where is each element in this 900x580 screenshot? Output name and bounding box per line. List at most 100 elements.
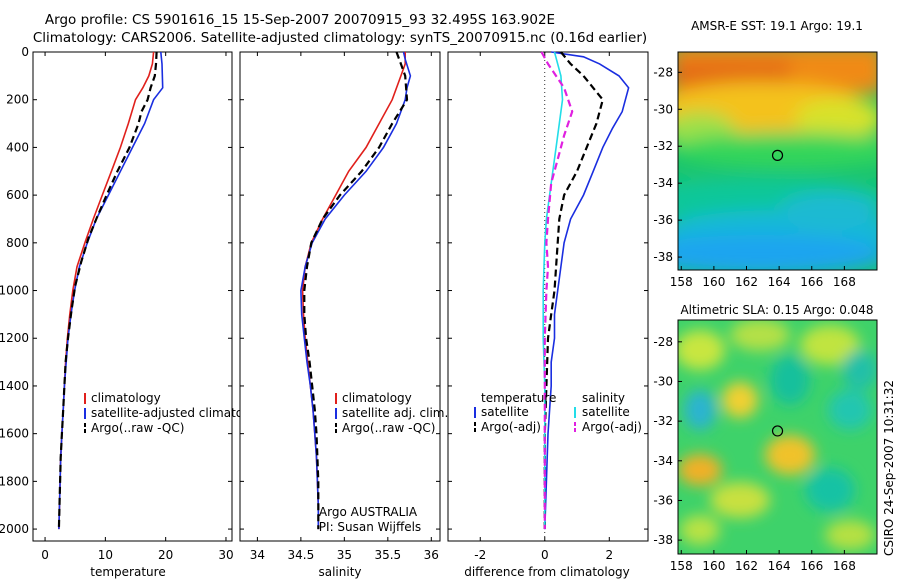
- sst-y-axis: -28 -30 -32 -34 -36 -38: [653, 65, 682, 264]
- legend-label-salinity-satellite: satellite: [582, 405, 630, 419]
- temperature-plot-frame: [32, 51, 233, 542]
- sla-x-axis: 158 160 162 164 166 168: [670, 550, 856, 573]
- header-line-1: Argo profile: CS 5901616_15 15-Sep-2007 …: [45, 12, 555, 28]
- salinity-panel: 34 34.5 35 35.5 36 salinity climatology sate…: [239, 51, 448, 579]
- difference-x-label: difference from climatology: [464, 565, 630, 579]
- temperature-legend: climatology satellite-adjusted climatolo…: [84, 391, 269, 435]
- sst-x-axis: 158 160 162 164 166 168: [670, 266, 856, 289]
- map-lat-tick-label: -32: [653, 139, 673, 153]
- sst-map-frame: [677, 51, 878, 271]
- map-lon-tick-label: 164: [768, 275, 791, 289]
- legend-label-salinity-argo: Argo(-adj): [582, 420, 642, 434]
- map-lat-tick-label: -36: [653, 493, 673, 507]
- header-line-2: Climatology: CARS2006. Satellite-adjuste…: [33, 30, 647, 46]
- map-lat-tick-label: -38: [653, 250, 673, 264]
- credit-timestamp: CSIRO 24-Sep-2007 10:31:32: [882, 380, 896, 556]
- argo-program-annotation: Argo AUSTRALIA: [319, 505, 418, 519]
- map-lon-tick-label: 158: [670, 559, 693, 573]
- difference-panel: -2 0 2 difference from climatology tempera…: [447, 51, 649, 579]
- legend-label-temperature-satellite: satellite: [481, 405, 529, 419]
- x-tick-label: 0: [541, 548, 549, 562]
- depth-tick-label: 400: [6, 140, 29, 154]
- map-lon-tick-label: 166: [800, 275, 823, 289]
- depth-tick-label: 600: [6, 188, 29, 202]
- temperature-panel: 0 200 400 600 800 1000 1200 1400 1600 1800 2000 0 1…: [0, 45, 269, 579]
- x-tick-label: 34: [250, 548, 265, 562]
- map-lon-tick-label: 168: [833, 275, 856, 289]
- sla-field: [678, 320, 877, 554]
- x-tick-label: 35: [337, 548, 352, 562]
- legend-title-salinity: salinity: [582, 391, 625, 405]
- map-lat-tick-label: -34: [653, 454, 673, 468]
- legend-label-argo: Argo(..raw -QC): [91, 421, 184, 435]
- temperature-series: [57, 51, 164, 530]
- x-tick-label: 30: [218, 548, 233, 562]
- map-lat-tick-label: -32: [653, 414, 673, 428]
- legend-label-argo: Argo(..raw -QC): [342, 421, 435, 435]
- sst-map-panel: AMSR-E SST: 19.1 Argo: 19.1 158 1: [653, 19, 878, 289]
- map-lat-tick-label: -28: [653, 65, 673, 79]
- map-lat-tick-label: -34: [653, 176, 673, 190]
- depth-tick-label: 0: [21, 45, 29, 59]
- salinity-series: [300, 51, 412, 530]
- difference-y-ticks: [448, 51, 648, 530]
- salinity-legend: climatology satellite adj. clim. Argo(..…: [335, 391, 448, 435]
- map-lon-tick-label: 162: [735, 275, 758, 289]
- x-tick-label: 35.5: [374, 548, 401, 562]
- salinity-y-ticks: [240, 51, 440, 530]
- temperature-argo-raw-qc--line: [57, 51, 158, 530]
- sla-map-panel: Altimetric SLA: 0.15 Argo: 0.048 1: [653, 303, 878, 573]
- salinity-argo-raw-qc--line: [303, 51, 409, 530]
- legend-label-satellite: satellite-adjusted climatology: [91, 406, 269, 420]
- sst-field: [678, 52, 877, 270]
- depth-tick-label: 1600: [0, 427, 29, 441]
- difference-plot-frame: [447, 51, 649, 542]
- depth-tick-label: 2000: [0, 522, 29, 536]
- sla-map-frame: [677, 319, 878, 555]
- depth-tick-label: 200: [6, 93, 29, 107]
- x-tick-label: -2: [474, 548, 486, 562]
- sst-argo-position-marker: [771, 149, 784, 161]
- sst-map-title: AMSR-E SST: 19.1 Argo: 19.1: [691, 19, 863, 33]
- sla-map-title: Altimetric SLA: 0.15 Argo: 0.048: [680, 303, 873, 317]
- pi-annotation: PI: Susan Wijffels: [319, 520, 421, 534]
- depth-tick-label: 1000: [0, 284, 29, 298]
- map-lat-tick-label: -30: [653, 374, 673, 388]
- salinity-x-label: salinity: [318, 565, 361, 579]
- map-lon-tick-label: 162: [735, 559, 758, 573]
- map-lat-tick-label: -36: [653, 213, 673, 227]
- depth-tick-label: 1400: [0, 379, 29, 393]
- x-tick-label: 20: [158, 548, 173, 562]
- legend-label-climatology: climatology: [342, 391, 412, 405]
- legend-label-satellite: satellite adj. clim.: [342, 406, 448, 420]
- map-lon-tick-label: 164: [768, 559, 791, 573]
- x-tick-label: 10: [98, 548, 113, 562]
- difference-temperature-satellite-line: [544, 51, 630, 530]
- map-lon-tick-label: 158: [670, 275, 693, 289]
- x-tick-label: 36: [424, 548, 439, 562]
- legend-title-temperature: temperature: [481, 391, 556, 405]
- depth-tick-label: 800: [6, 236, 29, 250]
- map-lat-tick-label: -30: [653, 102, 673, 116]
- depth-tick-label: 1800: [0, 474, 29, 488]
- depth-tick-label: 1200: [0, 331, 29, 345]
- sla-y-axis: -28 -30 -32 -34 -36 -38: [653, 335, 682, 547]
- legend-label-temperature-argo: Argo(-adj): [481, 420, 541, 434]
- map-lat-tick-label: -28: [653, 335, 673, 349]
- salinity-x-axis: 34 34.5 35 35.5 36: [250, 52, 439, 562]
- salinity-plot-frame: [239, 51, 441, 542]
- map-lon-tick-label: 168: [833, 559, 856, 573]
- temperature-x-label: temperature: [90, 565, 165, 579]
- legend-label-climatology: climatology: [91, 391, 161, 405]
- temperature-x-axis: 0 10 20 30: [41, 52, 234, 562]
- x-tick-label: 34.5: [288, 548, 315, 562]
- difference-salinity-satellite-line: [542, 51, 564, 530]
- map-lon-tick-label: 166: [800, 559, 823, 573]
- x-tick-label: 2: [605, 548, 613, 562]
- x-tick-label: 0: [41, 548, 49, 562]
- difference-legend: temperature satellite Argo(-adj) salinit…: [474, 391, 642, 434]
- sla-argo-position-marker: [771, 425, 784, 437]
- difference-series: [540, 51, 630, 530]
- map-lat-tick-label: -38: [653, 533, 673, 547]
